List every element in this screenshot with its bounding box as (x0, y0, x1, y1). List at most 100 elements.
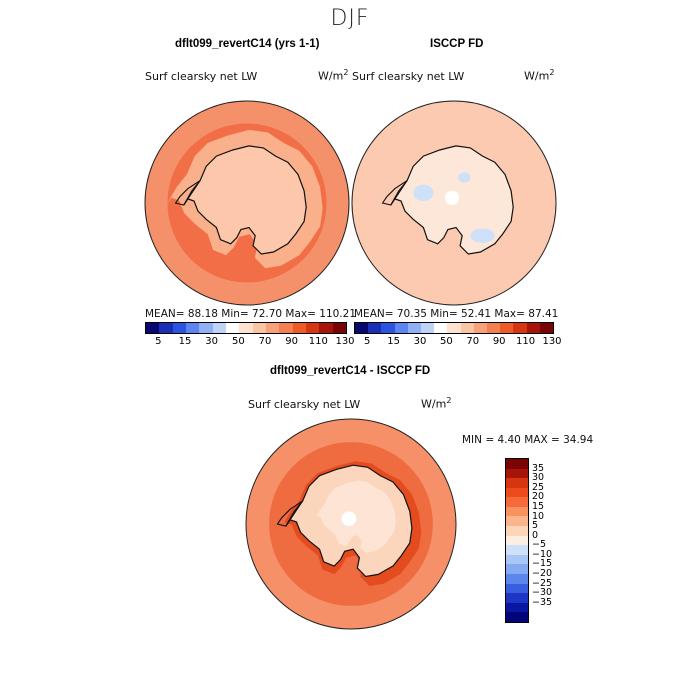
coastline (285, 464, 413, 578)
colorbar-tick-label: 110 (516, 336, 536, 347)
colorbar-swatch (506, 535, 528, 546)
colorbar-tick-label: 50 (440, 336, 453, 347)
colorbar-swatch (407, 323, 422, 333)
colorbar-tick-label: −15 (532, 558, 553, 570)
panel-1-stats: MEAN= 88.18 Min= 72.70 Max= 110.21 (145, 308, 357, 320)
colorbar-tick-label: 0 (532, 529, 539, 541)
panel-3-unit: W/m2 (421, 396, 452, 411)
cold-patch (458, 172, 471, 183)
colorbar-tick-label: −25 (532, 577, 553, 589)
colorbar-swatch (212, 323, 226, 333)
colorbar-swatch (252, 323, 266, 333)
colorbar-swatch (146, 323, 160, 333)
colorbar-swatch (421, 323, 435, 333)
colorbar-tick-label: 15 (178, 336, 192, 347)
colorbar-swatch (460, 323, 474, 333)
colorbar-swatch (506, 602, 528, 613)
colorbar-swatch (506, 545, 528, 555)
panel-3-stats: MIN = 4.40 MAX = 34.94 (462, 434, 594, 446)
colorbar-swatch (506, 593, 528, 603)
colorbar-tick-label: 50 (231, 336, 245, 347)
polar-map-observed (351, 100, 557, 306)
colorbar-tick-label: 20 (532, 491, 545, 503)
colorbar-tick-label: 5 (155, 336, 162, 347)
colorbar-tick-label: 25 (532, 481, 545, 493)
colorbar-swatch (225, 323, 240, 333)
panel-2-stats: MEAN= 70.35 Min= 52.41 Max= 87.41 (354, 308, 559, 320)
colorbar-swatch (506, 516, 528, 527)
continent-field (183, 145, 307, 254)
panel-1-unit: W/m2 (318, 68, 349, 83)
colorbar-tick-label: 130 (335, 336, 355, 347)
colorbar-swatch (368, 323, 382, 333)
colorbar-swatch (447, 323, 461, 333)
colorbar-tick-label: −5 (532, 539, 547, 551)
colorbar-swatch (526, 323, 540, 333)
colorbar-swatch (506, 564, 528, 574)
colorbar-panel-1 (145, 322, 347, 334)
colorbar-swatch (506, 554, 528, 565)
colorbar-tick-label: 90 (492, 336, 506, 347)
colorbar-tick-label: 30 (413, 336, 427, 347)
pole-gap (444, 190, 460, 206)
colorbar-tick-label: 5 (364, 336, 371, 347)
colorbar-swatch (513, 323, 527, 333)
polar-map-model (144, 100, 350, 306)
colorbar-tick-label: 30 (532, 472, 545, 484)
panel-3-variable: Surf clearsky net LW (248, 398, 361, 411)
colorbar-panel-2 (354, 322, 554, 334)
polar-map-difference (245, 418, 457, 630)
colorbar-swatch (172, 323, 186, 333)
cold-patch (413, 184, 434, 201)
colorbar-swatch (506, 497, 528, 507)
colorbar-swatch (506, 478, 528, 488)
panel-1-variable: Surf clearsky net LW (145, 70, 258, 83)
colorbar-tick-label: 30 (205, 336, 219, 347)
panel-3-title: dflt099_revertC14 - ISCCP FD (270, 365, 431, 377)
colorbar-swatch (506, 459, 528, 469)
colorbar-swatch (506, 612, 528, 622)
colorbar-swatch (506, 526, 528, 536)
panel-2-title: ISCCP FD (430, 38, 484, 50)
colorbar-swatch (506, 583, 528, 594)
colorbar-swatch (506, 487, 528, 498)
colorbar-swatch (319, 323, 333, 333)
colorbar-tick-label: 70 (258, 336, 272, 347)
colorbar-swatch (487, 323, 501, 333)
coastline (174, 180, 201, 206)
colorbar-swatch (199, 323, 213, 333)
colorbar-swatch (434, 323, 448, 333)
colorbar-swatch (381, 323, 395, 333)
colorbar-tick-label: 130 (542, 336, 562, 347)
colorbar-swatch (500, 323, 514, 333)
colorbar-tick-label: −20 (532, 568, 553, 580)
colorbar-swatch (332, 323, 346, 333)
colorbar-tick-label: −10 (532, 548, 553, 560)
colorbar-tick-label: 15 (532, 500, 545, 512)
colorbar-swatch (159, 323, 173, 333)
map-border (144, 100, 350, 306)
coastline (276, 500, 304, 527)
colorbar-swatch (292, 323, 306, 333)
colorbar-tick-label: 10 (532, 510, 545, 522)
map-border (351, 100, 557, 306)
colorbar-tick-label: 15 (387, 336, 400, 347)
colorbar-tick-label: 110 (308, 336, 328, 347)
colorbar-swatch (279, 323, 293, 333)
colorbar-tick-label: 90 (285, 336, 299, 347)
panel-2-unit: W/m2 (524, 68, 555, 83)
colorbar-tick-label: 70 (466, 336, 480, 347)
coastline (381, 180, 408, 206)
colorbar-tick-label: −30 (532, 587, 553, 599)
colorbar-swatch (506, 506, 528, 517)
colorbar-swatch (305, 323, 320, 333)
colorbar-swatch (355, 323, 369, 333)
colorbar-swatch (185, 323, 200, 333)
coastline (183, 145, 307, 255)
map-border (245, 418, 457, 630)
figure-title: DJF (330, 6, 370, 31)
colorbar-swatch (394, 323, 408, 333)
coastline (390, 145, 514, 255)
colorbar-swatch (506, 468, 528, 479)
colorbar-swatch (239, 323, 253, 333)
